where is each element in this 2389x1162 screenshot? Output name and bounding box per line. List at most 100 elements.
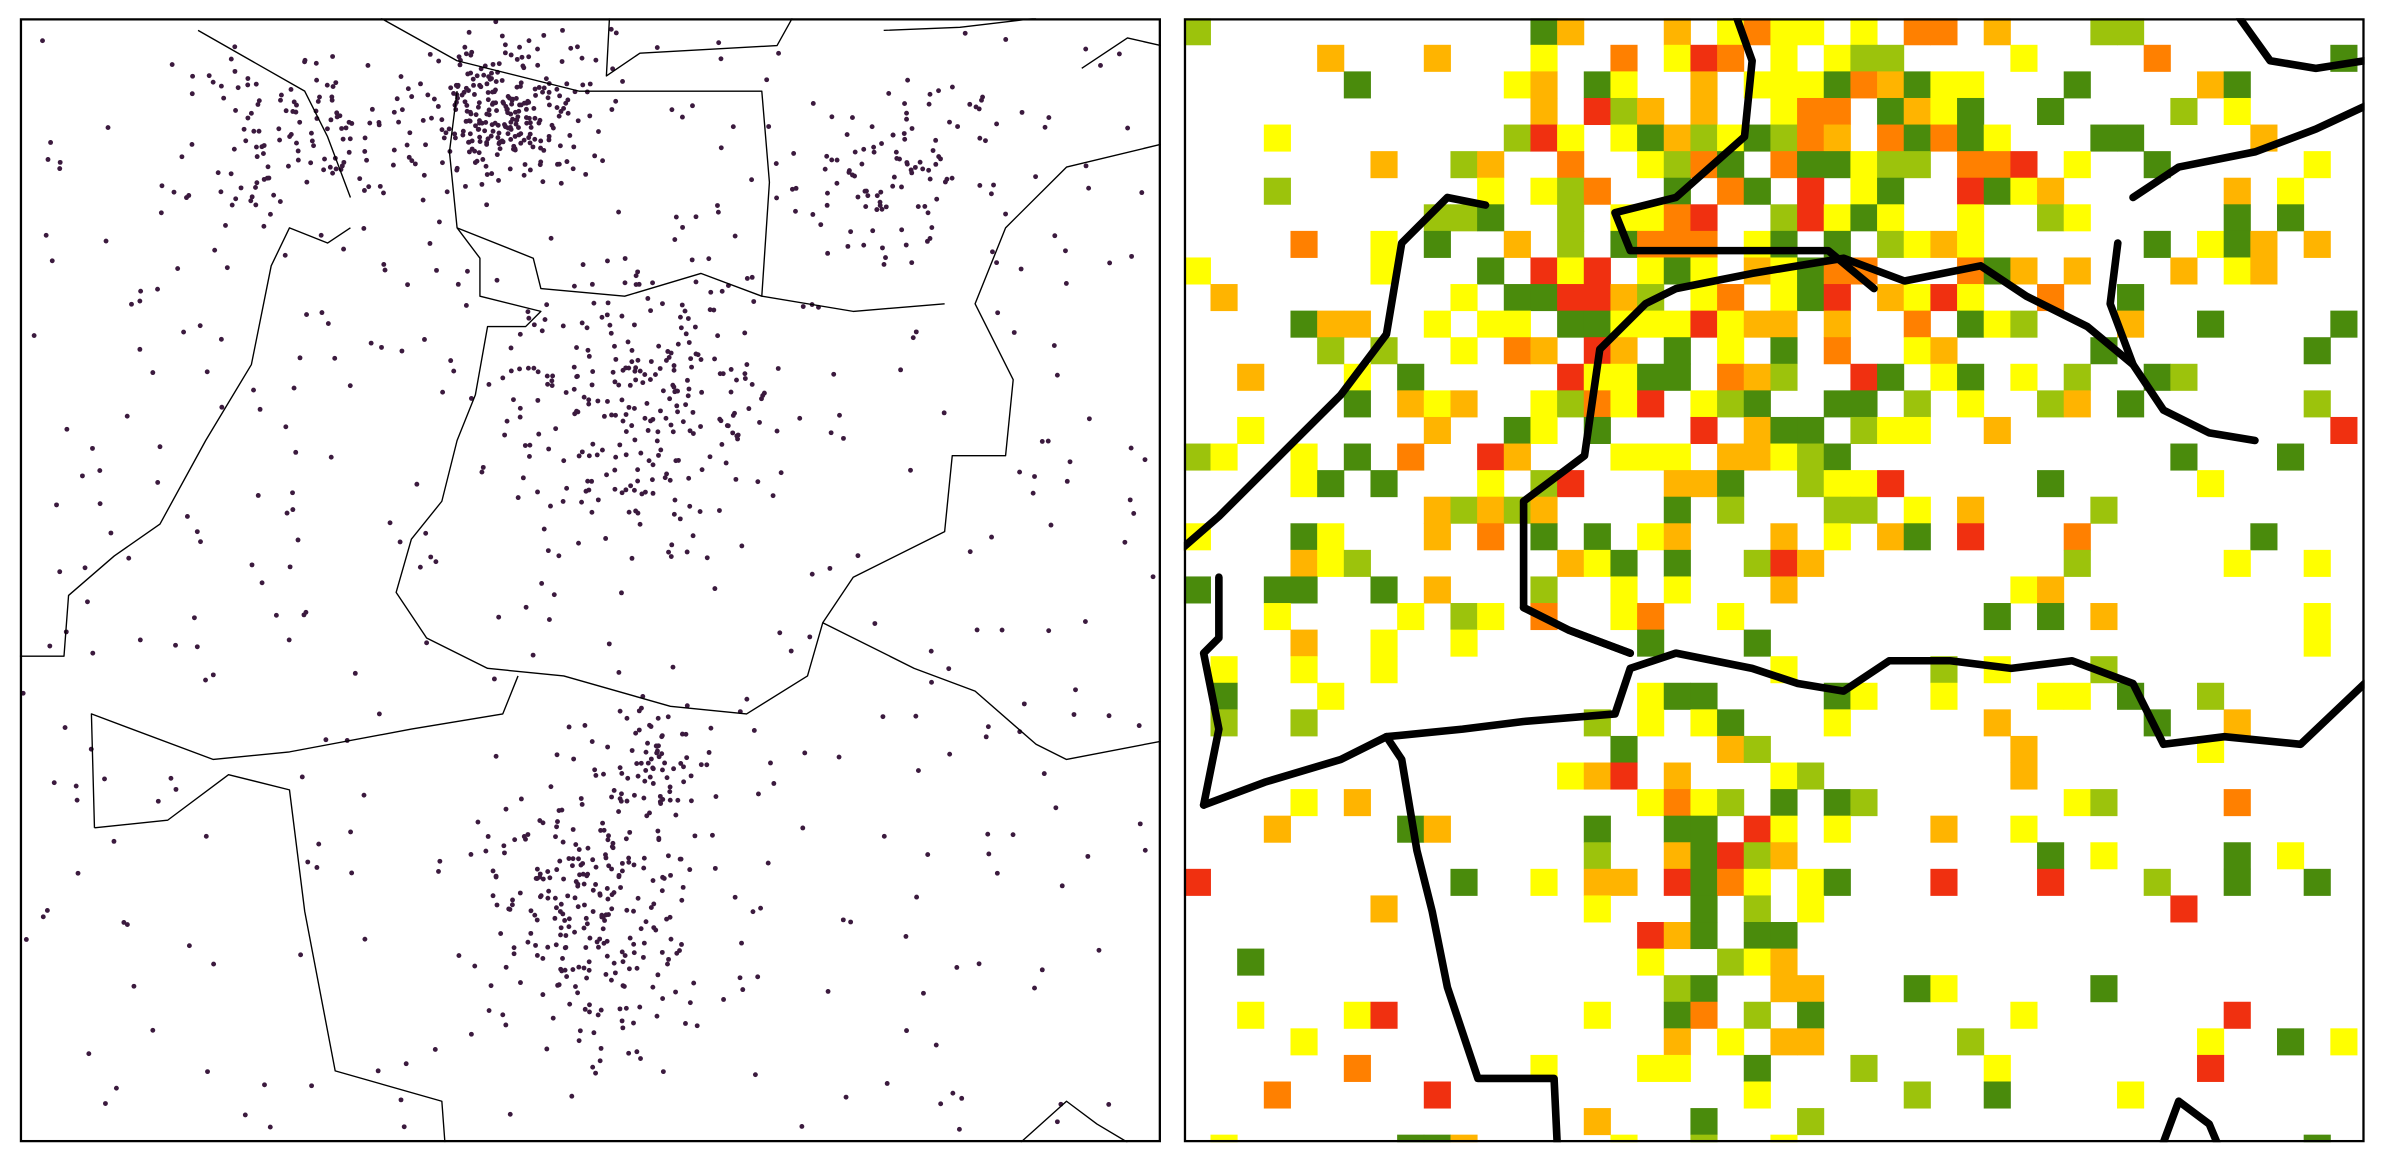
point [807, 634, 813, 640]
point [905, 77, 911, 83]
point [657, 366, 663, 371]
point [1071, 712, 1077, 717]
point [764, 77, 770, 83]
grid-cell [1797, 71, 1825, 99]
grid-cell [1903, 496, 1931, 524]
grid-cell [1477, 177, 1505, 205]
point [560, 956, 565, 961]
point [836, 754, 842, 760]
grid-cell [2037, 177, 2065, 205]
grid-cell [1690, 975, 1718, 1003]
point [536, 431, 542, 437]
grid-cell [1477, 470, 1505, 498]
point [915, 768, 921, 773]
point [503, 1022, 509, 1028]
grid-cell [1690, 416, 1718, 444]
point [137, 298, 143, 304]
point [976, 961, 982, 967]
point [590, 1064, 596, 1070]
point [301, 612, 307, 618]
point [496, 140, 502, 145]
point [604, 886, 610, 891]
point [831, 371, 837, 377]
point [487, 76, 493, 82]
grid-cell [2037, 204, 2065, 232]
point [660, 767, 665, 773]
point [546, 89, 552, 95]
grid-cell [2037, 868, 2065, 896]
point [409, 94, 415, 100]
point [436, 58, 442, 64]
grid-cell [2090, 603, 2118, 631]
point [466, 149, 472, 155]
point [650, 462, 656, 468]
point [699, 467, 705, 473]
point [654, 1013, 660, 1019]
grid-cell [1903, 310, 1931, 338]
point [564, 81, 570, 87]
point [439, 127, 445, 133]
grid-cell [1637, 1054, 1665, 1082]
grid-cell [1477, 443, 1505, 471]
point [850, 115, 855, 120]
point [552, 915, 558, 921]
point [601, 413, 607, 419]
boundary [2129, 102, 2365, 202]
point [276, 126, 282, 132]
point [778, 470, 784, 476]
point [1048, 522, 1054, 528]
point [789, 186, 795, 192]
point [680, 419, 686, 425]
grid-cell [1530, 868, 1558, 896]
point [619, 949, 625, 955]
point [278, 92, 284, 98]
point [593, 864, 599, 870]
point [206, 73, 212, 79]
grid-cell [1183, 576, 1211, 604]
point [137, 637, 143, 643]
point [532, 912, 538, 918]
point [664, 775, 670, 781]
point [332, 355, 338, 361]
point [571, 386, 577, 392]
point [881, 262, 887, 267]
point [328, 117, 334, 123]
grid-cell [1343, 443, 1371, 471]
grid-cell [2303, 230, 2331, 258]
grid-cell [1370, 1001, 1398, 1029]
point [576, 847, 582, 852]
point [232, 44, 238, 50]
point [483, 848, 489, 854]
point [468, 1031, 474, 1037]
boundary [1081, 37, 1161, 69]
grid-cell [1450, 868, 1478, 896]
point [638, 926, 644, 932]
grid-cell [1930, 18, 1958, 46]
grid-cell [1370, 470, 1398, 498]
point [548, 784, 554, 790]
point [827, 565, 833, 571]
point [656, 754, 662, 760]
point [585, 478, 591, 484]
point [519, 54, 525, 60]
point [651, 901, 657, 907]
point [595, 497, 601, 503]
point [686, 340, 692, 345]
point [256, 98, 262, 104]
point [677, 948, 682, 953]
grid-cell [1663, 1001, 1691, 1029]
point [305, 859, 311, 865]
point [648, 308, 654, 314]
point [576, 1038, 582, 1044]
grid-cell [1610, 549, 1638, 577]
grid-cell [2063, 71, 2091, 99]
point [273, 612, 279, 618]
point [950, 1090, 956, 1096]
grid-cell [2010, 363, 2038, 391]
point [622, 280, 628, 286]
point [725, 423, 731, 429]
point [508, 345, 514, 351]
grid-cell [1477, 603, 1505, 631]
point [632, 368, 638, 374]
grid-cell [1263, 1081, 1291, 1109]
